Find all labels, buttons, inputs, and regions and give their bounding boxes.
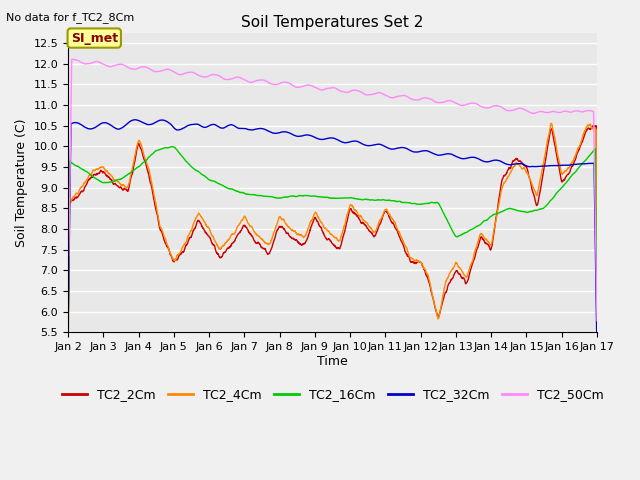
Y-axis label: Soil Temperature (C): Soil Temperature (C) — [15, 118, 28, 247]
X-axis label: Time: Time — [317, 355, 348, 368]
Text: No data for f_TC2_8Cm: No data for f_TC2_8Cm — [6, 12, 134, 23]
Legend: TC2_2Cm, TC2_4Cm, TC2_16Cm, TC2_32Cm, TC2_50Cm: TC2_2Cm, TC2_4Cm, TC2_16Cm, TC2_32Cm, TC… — [56, 384, 609, 407]
Text: SI_met: SI_met — [70, 32, 118, 45]
Title: Soil Temperatures Set 2: Soil Temperatures Set 2 — [241, 15, 424, 30]
